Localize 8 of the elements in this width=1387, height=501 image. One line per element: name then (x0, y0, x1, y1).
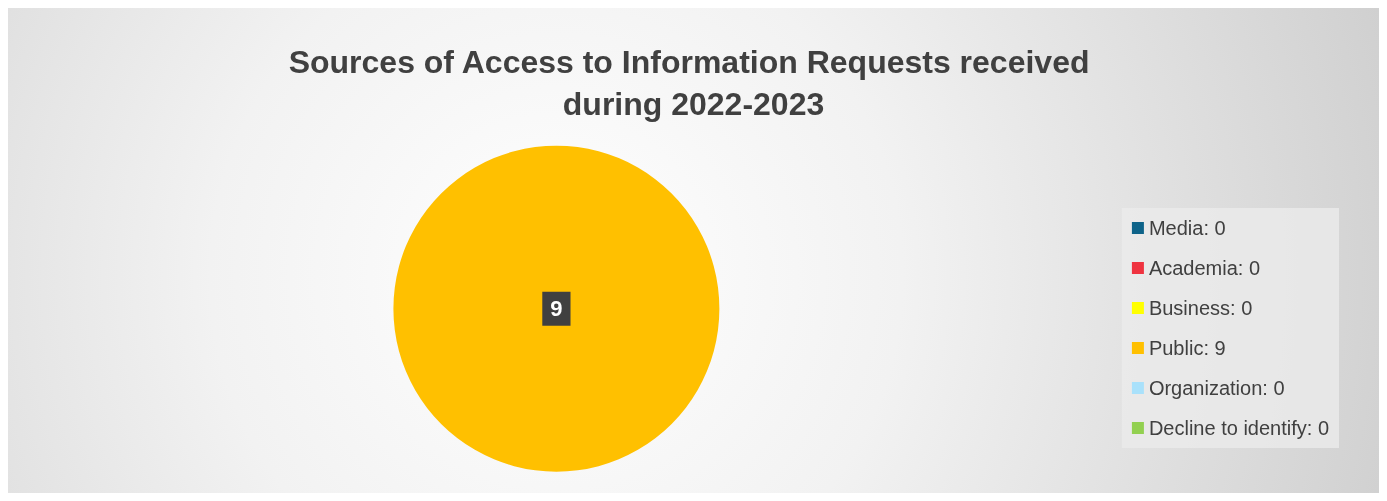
chart-title: Sources of Access to Information Requests received during 2022-2023 (288, 44, 1099, 122)
legend-label: Business: 0 (1148, 297, 1253, 319)
legend-label: Academia: 0 (1148, 257, 1261, 279)
legend-label: Organization: 0 (1148, 377, 1285, 399)
legend-label: Decline to identify: 0 (1148, 417, 1330, 439)
legend-label: Public: 9 (1148, 337, 1226, 359)
legend-label: Media: 0 (1148, 217, 1226, 239)
data-label: 9 (550, 296, 563, 322)
